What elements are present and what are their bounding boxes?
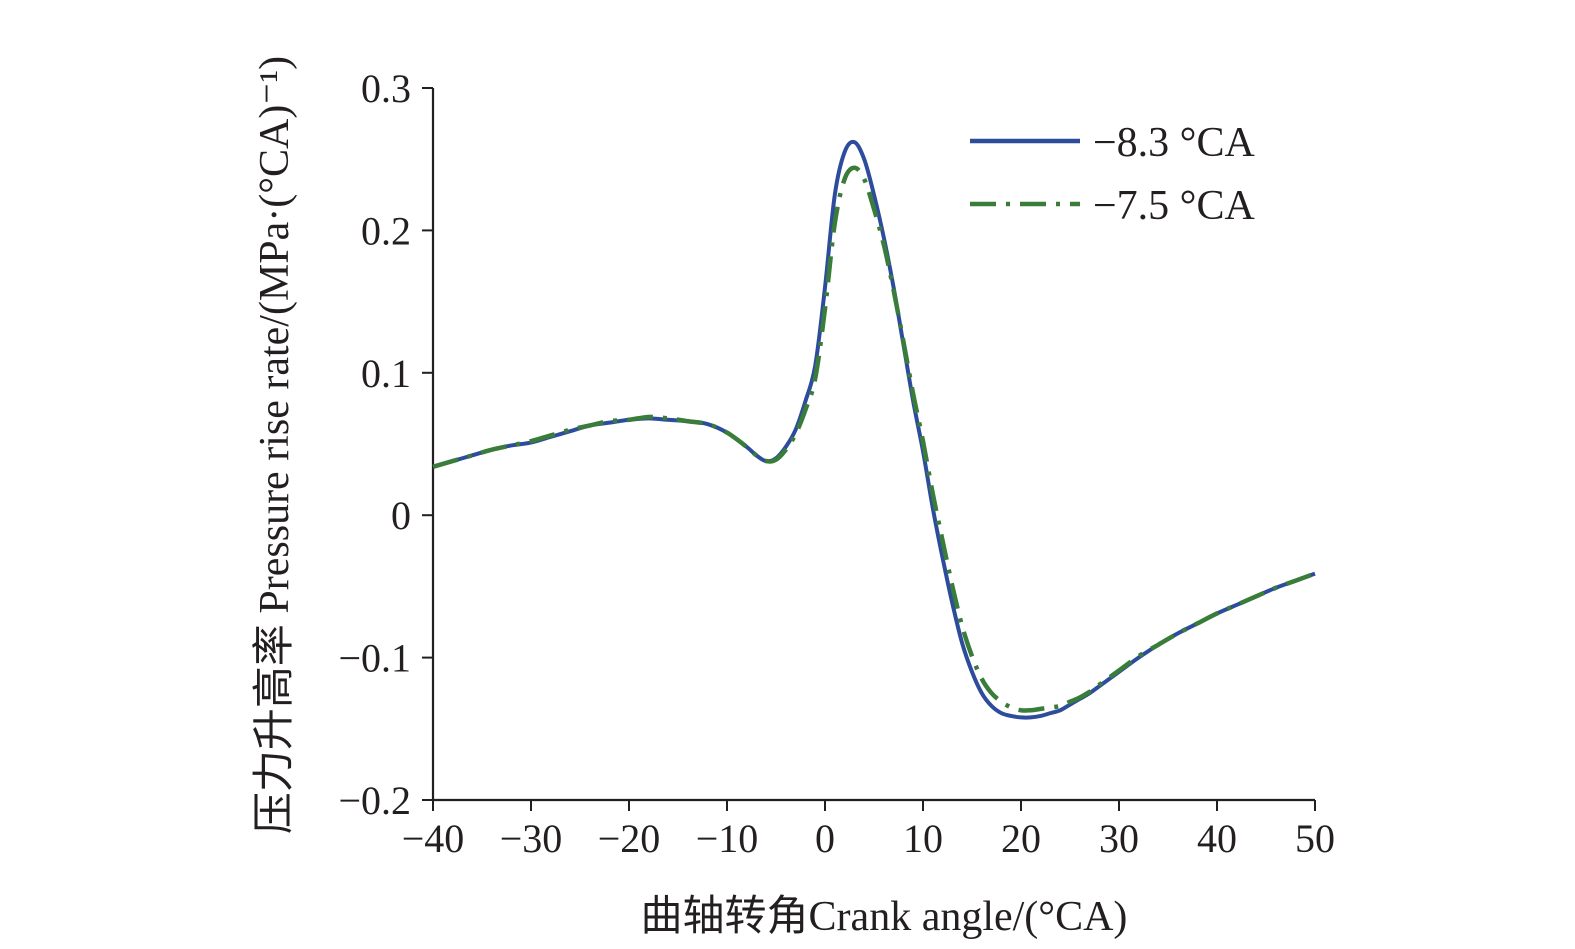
x-axis-title: 曲轴转角Crank angle/(°CA) (641, 894, 1128, 940)
x-tick-label: −30 (500, 816, 563, 861)
axes-layer: −0.2 −0.1 0 0.1 0.2 0.3 −40 −30 −20 −10 0 10 20 30 40 5… (338, 66, 1335, 861)
y-axis-title: 压力升高率 Pressure rise rate/(MPa·(°CA)⁻¹) (251, 56, 298, 834)
y-tick-label: 0.1 (361, 351, 411, 396)
x-tick-label: −40 (402, 816, 465, 861)
y-tick-label: 0.3 (361, 66, 411, 111)
x-tick-label: −10 (696, 816, 759, 861)
x-tick-label: 50 (1295, 816, 1335, 861)
y-tick-label: 0.2 (361, 208, 411, 253)
x-tick-label: −20 (598, 816, 661, 861)
x-tick-label: 0 (815, 816, 835, 861)
x-tick-label: 10 (903, 816, 943, 861)
y-tick-label: 0 (391, 493, 411, 538)
y-tick-label: −0.1 (338, 636, 411, 681)
x-tick-label: 30 (1099, 816, 1139, 861)
legend-label-1: −7.5 °CA (1093, 183, 1255, 229)
y-tick-label: −0.2 (338, 778, 411, 823)
legend-label-0: −8.3 °CA (1093, 120, 1255, 166)
series-layer (432, 139, 1316, 720)
x-tick-label: 40 (1197, 816, 1237, 861)
legend: −8.3 °CA −7.5 °CA (970, 120, 1255, 229)
x-tick-label: 20 (1001, 816, 1041, 861)
series-line-1 (432, 165, 1316, 713)
axis-labels: 曲轴转角Crank angle/(°CA) 压力升高率 Pressure rise… (251, 56, 1127, 940)
